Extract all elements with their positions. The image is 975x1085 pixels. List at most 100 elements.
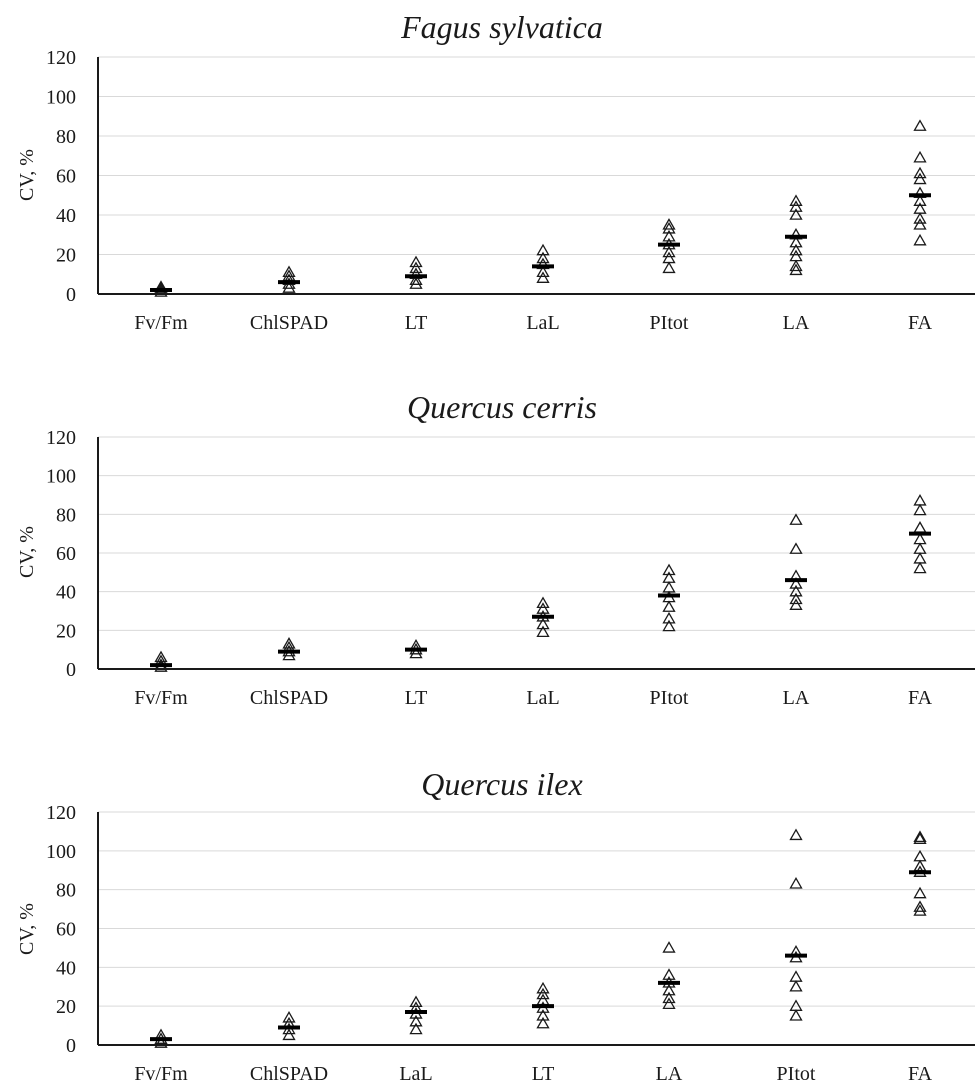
y-tick-label: 80 [56,126,76,148]
data-point-triangle [536,602,550,614]
x-tick-label: LaL [526,687,559,709]
data-point-triangle [282,281,296,293]
y-tick-label: 60 [56,919,76,941]
x-tick-label: LaL [399,1063,432,1085]
data-point-triangle [662,611,676,624]
x-tick-label: LT [532,1063,555,1085]
data-point-triangle [789,200,803,212]
data-point-triangle [662,563,676,576]
data-point-triangle [536,271,550,283]
x-tick-label: PItot [777,1063,816,1085]
data-point-triangle [789,999,803,1011]
x-tick-label: FA [908,312,933,334]
y-tick-label: 60 [56,543,76,565]
data-point-triangle [662,941,676,953]
data-point-triangle [662,983,676,996]
data-point-triangle [789,1009,803,1021]
data-point-triangle [536,981,550,994]
y-tick-label: 60 [56,166,76,188]
data-point-triangle [789,592,803,605]
y-tick-label: 0 [66,1035,76,1057]
data-point-triangle [789,208,803,220]
y-tick-label: 120 [46,427,76,449]
plot-area: 0 20 40 60 80 100 120 Fv/Fm ChlSPAD LT LaL PItot LA F… [46,427,975,709]
y-axis-title: CV, % [16,903,38,955]
data-point-triangle [662,222,676,234]
data-point-triangle [789,249,803,262]
data-point-triangle [662,600,676,612]
data-point-triangle [536,251,550,264]
panel-quercus-cerris: Quercus cerris CV, % 0 20 40 60 80 100 120 Fv/F… [16,389,975,709]
data-point-triangle [154,650,168,663]
y-tick-label: 40 [56,582,76,604]
x-tick-label: LT [405,687,428,709]
data-point-triangle [913,233,927,246]
y-tick-label: 20 [56,996,76,1018]
x-tick-label: LA [656,1063,683,1085]
data-point-triangle [913,202,927,214]
panel-fagus-sylvatica: Fagus sylvatica CV, % 0 20 40 60 80 100 120 Fv/… [16,9,975,334]
x-tick-label: Fv/Fm [134,312,188,334]
data-point-triangle [282,273,296,285]
data-point-triangle [536,257,550,270]
data-point-triangle [789,584,803,597]
data-point-triangle [913,150,927,163]
data-point-triangle [789,263,803,276]
data-point-triangle [913,521,927,533]
data-point-triangle [789,243,803,256]
data-point-triangle [913,532,927,545]
y-tick-label: 100 [46,841,76,863]
data-point-triangle [789,828,803,841]
data-point-triangle [282,265,296,278]
data-point-triangle [282,648,296,661]
data-point-triangle [789,513,803,525]
y-tick-label: 80 [56,880,76,902]
data-point-triangle [536,265,550,278]
y-tick-label: 120 [46,47,76,69]
plot-area: 0 20 40 60 80 100 120 Fv/Fm ChlSPAD LT LaL PItot LA F… [46,47,975,334]
y-tick-label: 100 [46,87,76,109]
data-point-triangle [913,832,927,844]
x-tick-label: LA [783,687,810,709]
data-point-triangle [789,577,803,589]
data-point-triangle [913,542,927,554]
data-point-triangle [536,617,550,630]
x-tick-label: Fv/Fm [134,687,188,709]
y-tick-label: 120 [46,802,76,824]
x-tick-label: LA [783,312,810,334]
panel-quercus-ilex: Quercus ilex CV, % 0 20 40 60 80 100 120 Fv/Fm C… [16,766,975,1085]
data-point-triangle [536,1009,550,1021]
data-point-triangle [409,1014,423,1027]
data-point-triangle [409,273,423,285]
y-tick-label: 20 [56,245,76,267]
y-tick-label: 20 [56,620,76,642]
data-point-triangle [662,619,676,632]
data-point-triangle [409,255,423,268]
x-tick-label: FA [908,687,933,709]
data-point-triangle [409,1022,423,1035]
data-point-triangle [913,849,927,862]
data-point-triangle [154,1036,168,1048]
data-point-triangle [913,561,927,574]
panel-title: Quercus cerris [407,389,597,425]
data-point-triangle [536,1016,550,1029]
data-point-triangle [662,251,676,264]
y-tick-label: 40 [56,957,76,979]
x-tick-label: Fv/Fm [134,1063,188,1085]
data-point-triangle [662,245,676,258]
data-point-triangle [282,637,296,649]
data-point-triangle [789,227,803,240]
data-point-triangle [913,551,927,564]
data-point-triangle [789,970,803,982]
data-point-triangle [409,261,423,274]
data-point-triangle [282,1028,296,1041]
data-point-triangle [789,877,803,889]
data-point-triangle [913,830,927,843]
data-point-triangle [913,493,927,506]
data-point-triangle [789,598,803,610]
data-point-triangle [913,119,927,131]
data-point-triangle [662,218,676,230]
data-point-triangle [662,991,676,1004]
y-tick-label: 40 [56,205,76,227]
